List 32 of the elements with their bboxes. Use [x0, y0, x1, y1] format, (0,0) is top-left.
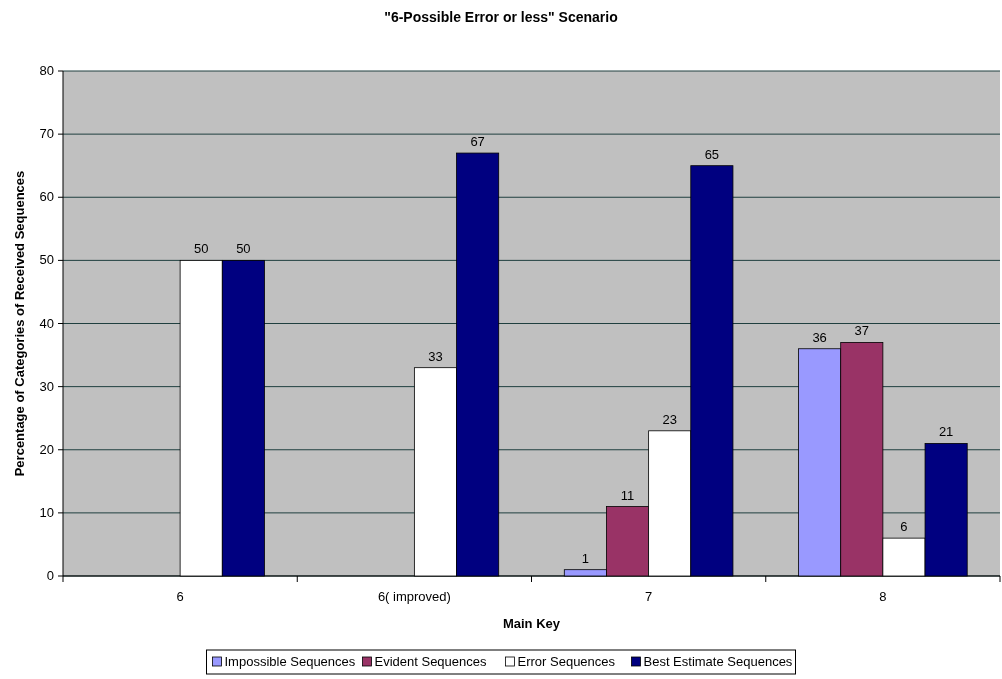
legend-label: Impossible Sequences [224, 654, 356, 669]
legend-label: Best Estimate Sequences [643, 654, 793, 669]
data-label: 1 [581, 550, 589, 566]
y-tick-label: 60 [39, 189, 54, 205]
data-label: 36 [812, 329, 827, 345]
x-tick-label: 7 [645, 589, 653, 604]
data-label: 50 [236, 241, 251, 257]
x-axis-title: Main Key [502, 616, 561, 631]
legend-label: Error Sequences [517, 654, 616, 669]
y-tick-label: 20 [39, 441, 54, 457]
y-tick-label: 0 [46, 568, 54, 583]
y-tick-label: 70 [39, 126, 54, 142]
legend-label: Evident Sequences [374, 654, 488, 669]
data-label: 23 [662, 411, 677, 427]
y-axis-title: Percentage of Categories of Received Sequences [12, 170, 27, 477]
x-tick-label: 8 [879, 589, 887, 604]
data-label: 50 [193, 241, 209, 257]
data-label: 65 [704, 146, 720, 162]
data-label: 6 [900, 519, 908, 535]
y-tick-label: 10 [39, 504, 54, 520]
x-tick-label: 6( improved) [377, 589, 451, 604]
data-label: 33 [428, 348, 443, 364]
y-tick-label: 30 [39, 378, 54, 394]
y-tick-label: 50 [39, 252, 54, 268]
data-label: 11 [620, 487, 635, 503]
data-label: 21 [938, 424, 954, 440]
data-label: 37 [854, 323, 870, 339]
data-label: 67 [470, 134, 485, 150]
y-tick-label: 80 [39, 63, 54, 78]
y-tick-label: 40 [39, 315, 54, 331]
chart-title: "6-Possible Error or less" Scenario [384, 9, 618, 25]
x-tick-label: 6 [176, 589, 184, 604]
